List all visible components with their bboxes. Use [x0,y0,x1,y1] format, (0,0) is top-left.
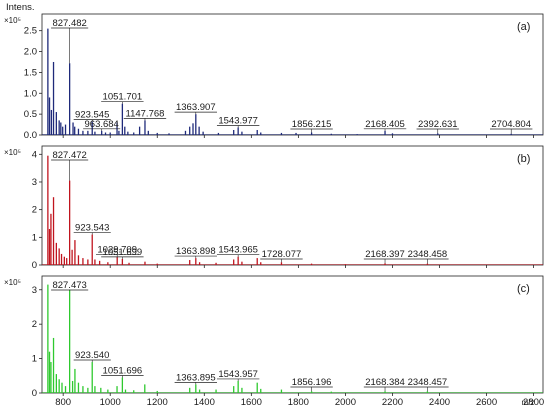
y-tick-label: 2.5 [24,26,37,37]
x-tick-label: 1400 [194,397,215,408]
x-tick-label: 1600 [241,397,262,408]
peak-annotation: 1051.701 [103,92,143,103]
peak-annotation: 2168.384 [365,377,405,388]
y-tick-label: 2 [32,205,37,216]
peak-annotation: 923.540 [75,350,109,361]
x-tick-label: 2600 [476,397,497,408]
peak-annotation: 827.473 [52,280,86,291]
peak-annotation: 1856.196 [292,377,332,388]
peak-annotation: 827.482 [52,18,86,29]
scale-label: ×10⁵ [4,278,21,287]
peak-series [47,155,429,265]
y-tick-label: 0.0 [24,130,37,141]
x-tick-label: 2800 [523,397,544,408]
y-tick-label: 1 [32,232,37,243]
peak-annotation: 1363.895 [176,372,216,383]
x-tick-label: 2000 [335,397,356,408]
panels-group: ×10⁵0.00.51.01.52.02.5827.482923.545963.… [4,13,544,399]
peak-annotation: 827.472 [52,150,86,161]
peak-annotation: 923.545 [75,110,109,121]
peak-annotation: 2168.397 [365,249,405,260]
panel-label: (b) [517,153,530,165]
peak-annotation: 1543.957 [218,369,258,380]
x-axis-label: m/z [522,398,535,407]
x-tick-label: 2400 [429,397,450,408]
peak-series [47,28,512,135]
peak-annotation: 1363.898 [176,246,216,257]
peak-annotation: 1051.696 [103,366,143,377]
y-tick-label: 2.0 [24,47,37,58]
spectrum-panel: ×10⁵ 0.0 0.5 1.0 1.5 2.0 2.5 827.482 923.545963.… [4,13,544,141]
y-tick-label: 1.0 [24,88,37,99]
y-axis-label: Intens. [6,2,35,13]
y-tick-label: 0 [32,260,37,271]
peak-annotation: 1029.709 [97,245,137,256]
peak-annotation: 1051.699 [103,247,143,258]
y-tick-label: 1.5 [24,67,37,78]
y-tick-label: 3 [32,177,37,188]
panel-frame [41,145,544,266]
panel-label: (c) [517,283,530,295]
y-tick-label: 0.5 [24,109,37,120]
y-tick-label: 3 [32,285,37,296]
y-tick-label: 2 [32,319,37,330]
peak-annotation: 1856.215 [292,119,332,130]
peak-annotation: 963.684 [85,119,119,130]
scale-label: ×10⁵ [4,148,21,157]
panel-label: (a) [517,21,530,33]
peak-annotation: 2704.804 [491,119,531,130]
scale-label: ×10⁵ [4,16,21,25]
peak-annotation: 1147.768 [126,108,165,119]
peak-annotation: 2392.631 [418,119,458,130]
y-tick-label: 4 [32,149,37,160]
x-tick-label: 1800 [288,397,309,408]
x-tick-label: 1000 [100,397,121,408]
peak-annotation: 2168.405 [365,119,405,130]
peak-annotation: 2348.458 [408,249,448,260]
peak-annotation: 1363.907 [176,102,216,113]
y-tick-label: 0 [32,388,37,399]
x-axis: 800 1000 1200 1400 1600 1800 2000 2200 2400 2600 2… [55,135,544,408]
x-tick-label: 1200 [147,397,168,408]
x-tick-label: 800 [55,397,71,408]
peak-annotation: 923.543 [75,223,109,234]
panel-frame [41,275,544,394]
peak-annotation: 2348.457 [408,377,448,388]
x-tick-label: 2200 [382,397,403,408]
peak-annotation: 1543.965 [218,245,258,256]
peak-annotation: 1543.977 [218,115,258,126]
spectrum-panel: ×10⁵ 0 1 2 3 827.473 923.540 1051.696 1363.895 15… [4,275,544,399]
panel-frame [41,13,544,136]
peak-annotation: 1728.077 [262,249,302,260]
y-tick-label: 1 [32,354,37,365]
